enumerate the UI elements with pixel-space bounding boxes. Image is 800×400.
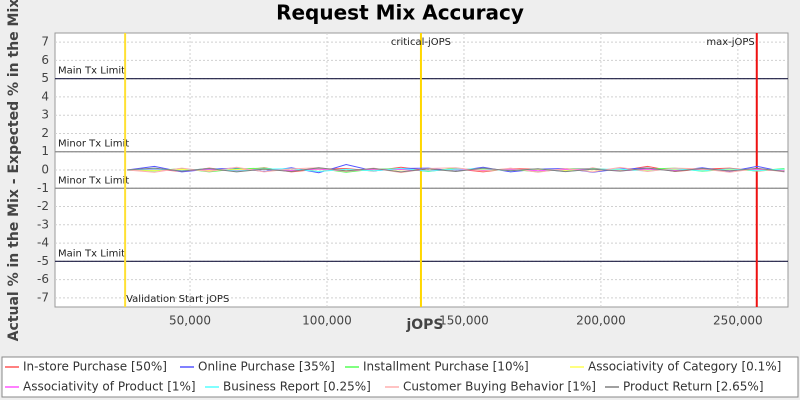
y-tick-label: -2 bbox=[37, 199, 49, 213]
y-tick-label: 0 bbox=[41, 163, 49, 177]
y-tick-label: -5 bbox=[37, 254, 49, 268]
series-line bbox=[127, 166, 785, 174]
x-tick-label: 100,000 bbox=[302, 314, 352, 328]
x-tick-label: 200,000 bbox=[576, 314, 626, 328]
legend-label: Installment Purchase [10%] bbox=[363, 360, 529, 374]
y-tick-label: -1 bbox=[37, 181, 49, 195]
y-tick-label: -3 bbox=[37, 217, 49, 231]
x-tick-label: 250,000 bbox=[713, 314, 763, 328]
y-tick-label: -4 bbox=[37, 236, 49, 250]
limit-label: Main Tx Limit bbox=[58, 66, 125, 77]
y-tick-label: 6 bbox=[41, 53, 49, 67]
y-tick-label: 1 bbox=[41, 144, 49, 158]
y-tick-label: 7 bbox=[41, 35, 49, 49]
series-line bbox=[127, 167, 785, 172]
y-tick-label: -7 bbox=[37, 290, 49, 304]
y-tick-label: -6 bbox=[37, 272, 49, 286]
limit-label: Minor Tx Limit bbox=[58, 139, 129, 150]
legend-label: Product Return [2.65%] bbox=[623, 380, 764, 394]
series-line bbox=[127, 167, 785, 173]
x-axis-label: jOPS bbox=[405, 317, 443, 333]
y-tick-label: 3 bbox=[41, 108, 49, 122]
y-tick-label: 4 bbox=[41, 89, 49, 103]
limit-label: Minor Tx Limit bbox=[58, 175, 129, 186]
legend bbox=[1, 356, 799, 398]
y-axis-label: Actual % in the Mix - Expected % in the … bbox=[6, 0, 22, 341]
legend-label: Associativity of Product [1%] bbox=[23, 380, 196, 394]
y-tick-label: 2 bbox=[41, 126, 49, 140]
marker-label: Validation Start jOPS bbox=[126, 294, 229, 305]
legend-label: Associativity of Category [0.1%] bbox=[588, 360, 781, 374]
legend-label: Online Purchase [35%] bbox=[198, 360, 335, 374]
marker-label: max-jOPS bbox=[706, 37, 754, 48]
limit-label: Main Tx Limit bbox=[58, 248, 125, 259]
legend-label: Customer Buying Behavior [1%] bbox=[403, 380, 596, 394]
chart-title: Request Mix Accuracy bbox=[276, 1, 524, 25]
x-tick-label: 50,000 bbox=[169, 314, 211, 328]
marker-label: critical-jOPS bbox=[391, 37, 451, 48]
legend-label: In-store Purchase [50%] bbox=[23, 360, 167, 374]
y-tick-label: 5 bbox=[41, 71, 49, 85]
x-tick-label: 150,000 bbox=[439, 314, 489, 328]
legend-label: Business Report [0.25%] bbox=[223, 380, 371, 394]
